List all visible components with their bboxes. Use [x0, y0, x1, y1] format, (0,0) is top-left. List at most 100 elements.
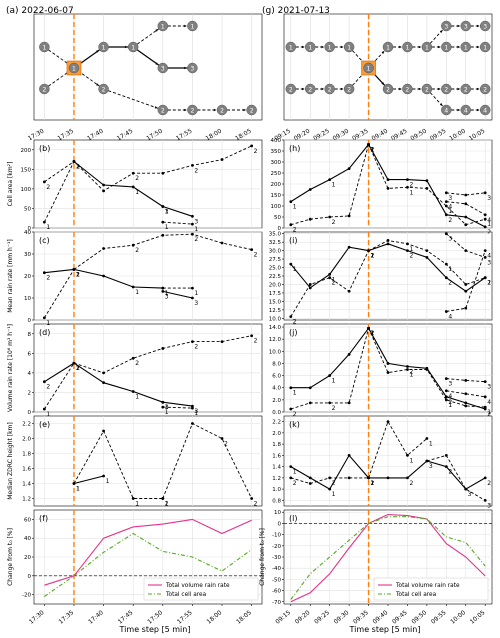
panel-l-series-line: [290, 516, 486, 600]
panel-h-ytick-label: 0: [278, 226, 282, 232]
panel-h-point: [406, 185, 409, 189]
panel-k-ytick-label: 1.8: [272, 442, 281, 448]
panel-d-point: [131, 390, 135, 393]
panel-c-point: [72, 268, 76, 271]
panel-g-node-label: 3: [444, 23, 448, 30]
panel-c-point-tag: 1: [194, 290, 198, 297]
panel-j-point: [406, 368, 409, 371]
panel-b-point: [191, 214, 194, 218]
panel-e-point: [220, 437, 224, 440]
panel-a-node: [157, 104, 169, 116]
panel-j-label: (j): [289, 328, 297, 337]
panel-j-point: [347, 401, 351, 405]
panel-f-ytick-label: -20: [22, 593, 31, 599]
panel-a-node-label: 2: [102, 86, 106, 93]
panel-i-point: [425, 249, 429, 253]
panel-j-point-tag: 1: [293, 390, 297, 397]
panel-e-point: [102, 429, 105, 433]
panel-c-point: [42, 316, 46, 320]
panel-i-point: [464, 283, 468, 286]
panel-i-point-tag: 4: [448, 314, 452, 321]
panel-h-point-tag: 2: [487, 229, 491, 236]
panel-l-ytick-label: -20: [272, 544, 281, 550]
panel-i-point: [289, 262, 293, 266]
panel-l-ytick-label: 0: [278, 521, 282, 527]
panel-i-ytick-label: 20.0: [269, 282, 282, 288]
panel-b-ytick-label: 100: [21, 187, 32, 193]
panel-d-point-tag: 1: [76, 365, 80, 372]
panel-c-point: [220, 241, 224, 245]
panel-i-ytick-label: 35.0: [269, 232, 282, 238]
panel-a-node-label: 2: [220, 107, 224, 114]
panel-i-point: [386, 242, 390, 246]
panel-f-xtick-label: 17:50: [146, 609, 164, 626]
panel-i-point: [406, 249, 409, 253]
panel-c-point: [161, 286, 165, 290]
panel-g-node-label: 1: [444, 44, 448, 51]
panel-k-ytick-label: 2.0: [272, 431, 281, 437]
panel-k-series-line: [426, 454, 486, 501]
panel-l-xtick-label: 09:45: [391, 609, 409, 626]
panel-g-node: [421, 83, 433, 95]
panel-g-arrowhead: [381, 82, 385, 85]
panel-g-arrowhead: [457, 24, 461, 28]
panel-b-point-tag: 2: [194, 167, 198, 174]
panel-l-ytick-label: -10: [272, 533, 281, 539]
panel-b-point: [131, 185, 135, 189]
panel-b-ytick-label: 200: [21, 148, 32, 154]
panel-e-ytick-label: 1.6: [22, 467, 31, 473]
panel-f-xtick-label: 17:55: [176, 609, 194, 626]
panel-g-node: [382, 41, 394, 53]
panel-h-point-tag: 1: [371, 146, 375, 153]
panel-h-point-tag: 3: [487, 195, 491, 202]
panel-j-point: [483, 380, 487, 384]
panel-k-ytick-label: 1.0: [272, 487, 281, 493]
panel-h-point: [367, 143, 370, 146]
panel-d-point-tag: 3: [194, 408, 198, 415]
panel-b-point-tag: 1: [165, 224, 169, 231]
panel-d-label: (d): [39, 328, 50, 337]
panel-h-label: (h): [289, 144, 300, 153]
panel-g-node: [479, 41, 491, 53]
panel-g-node: [460, 20, 472, 32]
panel-a-node: [98, 83, 109, 95]
panel-h-point: [406, 178, 409, 182]
panel-l-xtick-label: 09:40: [372, 609, 390, 626]
panel-c-point-tag: 2: [76, 271, 80, 278]
panel-c-point: [191, 286, 194, 290]
panel-g-node: [285, 83, 297, 95]
panel-b-point-tag: 1: [46, 224, 50, 231]
panel-e-ytick-label: 1.4: [22, 482, 31, 488]
panel-j-point: [308, 386, 312, 390]
panel-i-ytick-label: 12.5: [269, 308, 282, 314]
panel-c-point: [191, 296, 194, 300]
panel-g-node-label: 2: [386, 86, 390, 93]
panel-e-label: (e): [39, 420, 50, 429]
panel-k-point: [289, 476, 293, 480]
panel-k-point-tag: 1: [409, 457, 413, 464]
panel-j-ytick-label: 0.0: [272, 410, 281, 416]
panel-g-node: [421, 41, 433, 53]
panel-i-point: [444, 276, 448, 280]
panel-h-point-tag: 2: [332, 219, 336, 226]
panel-a-node-label: 2: [250, 107, 254, 114]
panel-d-point-tag: 2: [46, 384, 50, 391]
panel-e-point: [250, 497, 254, 500]
panel-b-ytick-label: 150: [21, 167, 32, 173]
panel-a-edge: [132, 46, 164, 69]
panel-c-point-tag: 1: [165, 290, 169, 297]
panel-g-node-label: 2: [406, 86, 410, 93]
panel-c-point: [161, 290, 165, 293]
panel-j-point: [425, 366, 429, 370]
panel-f-legend-area-label: Total cell area: [165, 592, 207, 598]
panel-h-point: [328, 215, 332, 219]
panel-h-ytick-label: 200: [271, 182, 282, 188]
panel-h-ytick-label: 350: [271, 149, 282, 155]
panel-a-node: [157, 20, 169, 32]
panel-g-node-label: 2: [308, 86, 312, 93]
panel-e-frame: [33, 415, 263, 507]
panel-d-series-line: [44, 362, 75, 383]
panel-d-point: [42, 407, 46, 411]
panel-e-point: [131, 497, 135, 500]
